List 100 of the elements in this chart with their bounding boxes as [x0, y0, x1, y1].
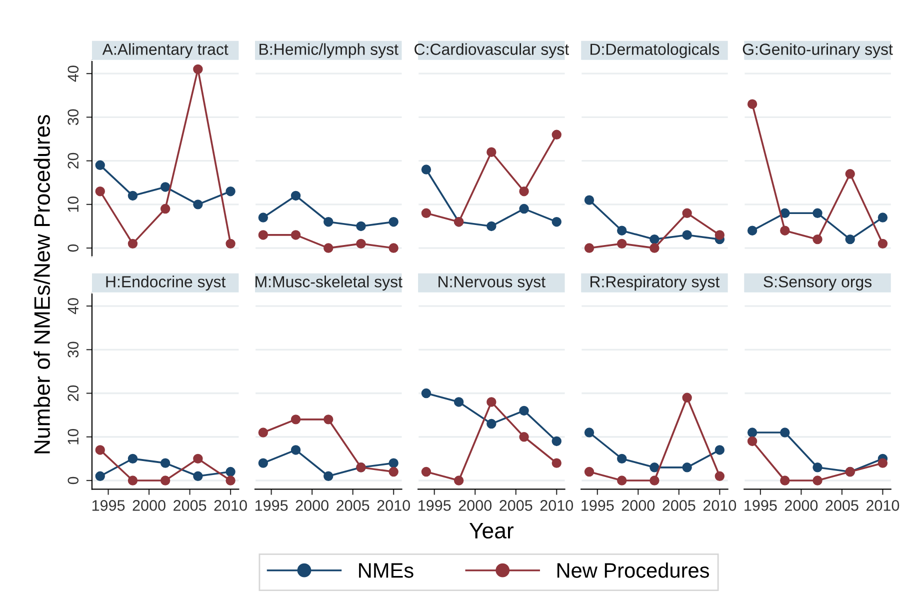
point: [682, 392, 692, 402]
y-tick-label: 30: [68, 342, 79, 358]
point: [780, 428, 790, 438]
x-tick-label: 2005: [336, 500, 370, 511]
point: [616, 238, 627, 249]
point: [650, 243, 660, 253]
point: [584, 243, 594, 253]
chart-title: B:Hemic/lymph syst: [260, 43, 398, 58]
point: [258, 458, 268, 468]
point: [486, 418, 496, 429]
point: [878, 212, 888, 222]
point: [258, 428, 268, 438]
point: [812, 208, 822, 218]
y-tick-label: 20: [68, 385, 79, 401]
point: [584, 428, 594, 438]
point: [552, 458, 562, 468]
point: [780, 226, 790, 236]
point: [584, 195, 594, 205]
chart-title: N:Nervous syst: [438, 276, 546, 291]
x-tick-label: 1995: [92, 500, 125, 511]
point: [486, 147, 496, 157]
point: [421, 208, 432, 218]
point: [812, 476, 822, 486]
point: [845, 169, 855, 179]
point: [650, 462, 660, 472]
point: [290, 190, 301, 201]
point: [421, 466, 432, 477]
point: [650, 234, 660, 244]
x-tick-label: 2000: [458, 500, 492, 511]
point: [454, 397, 464, 407]
point: [682, 208, 692, 218]
chart-title: G:Genito-urinary syst: [742, 43, 893, 58]
chart-title: R:Respiratory syst: [590, 276, 720, 291]
y-tick-label: 0: [68, 244, 79, 252]
y-axis-title: Number of NMEs/New Procedures: [34, 115, 50, 454]
chart-title: S:Sensory orgs: [764, 276, 872, 291]
point: [421, 388, 432, 398]
point: [519, 186, 529, 196]
point: [714, 445, 725, 455]
point: [682, 462, 692, 472]
point: [193, 454, 203, 464]
point: [486, 221, 496, 232]
legend-label: NMEs: [359, 563, 414, 578]
point: [552, 130, 562, 140]
y-tick-label: 30: [68, 109, 79, 126]
point: [682, 230, 692, 240]
point: [193, 64, 203, 74]
point: [421, 164, 432, 174]
x-axis-title: Year: [469, 523, 514, 539]
y-tick-label: 40: [68, 66, 79, 82]
point: [258, 230, 268, 240]
point: [290, 445, 301, 455]
point: [95, 471, 105, 481]
x-tick-label: 2000: [296, 500, 328, 511]
point: [226, 186, 236, 196]
point: [519, 204, 529, 214]
x-tick-label: 2005: [662, 500, 696, 511]
point: [650, 476, 660, 486]
point: [388, 466, 398, 477]
x-tick-label: 1995: [582, 500, 614, 511]
point: [747, 436, 758, 446]
point: [128, 454, 138, 464]
x-tick-label: 2000: [622, 500, 655, 511]
point: [128, 190, 138, 201]
point: [95, 160, 105, 170]
x-tick-label: 2010: [703, 500, 736, 511]
x-tick-label: 1995: [255, 500, 288, 511]
point: [747, 99, 758, 109]
point: [845, 234, 855, 244]
legend-label: New Procedures: [557, 562, 709, 578]
point: [454, 476, 464, 486]
point: [812, 234, 822, 244]
x-tick-label: 1995: [744, 500, 777, 511]
point: [714, 471, 725, 481]
point: [552, 436, 562, 446]
point: [160, 458, 170, 468]
point: [193, 471, 203, 481]
point: [290, 230, 301, 240]
x-tick-label: 2010: [866, 500, 900, 511]
y-tick-label: 40: [68, 298, 79, 314]
point: [486, 397, 496, 407]
x-tick-label: 2010: [377, 500, 410, 511]
point: [226, 238, 236, 249]
point: [878, 458, 888, 468]
point: [324, 471, 334, 481]
point: [388, 217, 398, 227]
chart-title: A:Alimentary tract: [102, 43, 228, 58]
point: [95, 445, 105, 455]
point: [324, 414, 334, 424]
point: [812, 462, 822, 472]
point: [519, 406, 529, 416]
point: [584, 466, 594, 477]
point: [388, 243, 398, 253]
point: [193, 200, 203, 210]
point: [747, 226, 758, 236]
point: [388, 458, 398, 468]
y-tick-label: 10: [68, 428, 79, 444]
point: [747, 428, 758, 438]
point: [160, 476, 170, 486]
point: [160, 204, 170, 214]
